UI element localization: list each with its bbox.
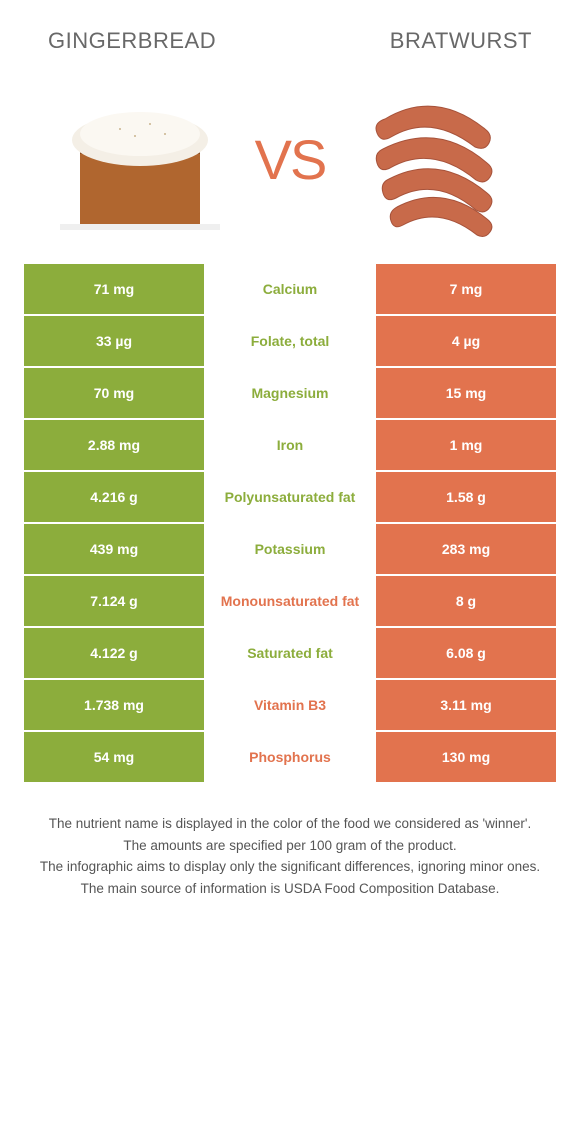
- value-right: 15 mg: [376, 368, 556, 418]
- food-title-left: GINGERBREAD: [48, 28, 216, 54]
- value-left: 7.124 g: [24, 576, 204, 626]
- footnote-line: The infographic aims to display only the…: [20, 857, 560, 877]
- nutrient-label: Polyunsaturated fat: [204, 472, 376, 522]
- value-left: 71 mg: [24, 264, 204, 314]
- food-image-left: [40, 74, 240, 244]
- header: GINGERBREAD BRATWURST: [0, 0, 580, 64]
- food-title-right: BRATWURST: [390, 28, 532, 54]
- nutrient-label: Phosphorus: [204, 732, 376, 782]
- table-row: 54 mgPhosphorus130 mg: [24, 732, 556, 782]
- table-row: 33 µgFolate, total4 µg: [24, 316, 556, 366]
- table-row: 4.122 gSaturated fat6.08 g: [24, 628, 556, 678]
- value-left: 2.88 mg: [24, 420, 204, 470]
- footnotes: The nutrient name is displayed in the co…: [0, 784, 580, 898]
- value-left: 54 mg: [24, 732, 204, 782]
- nutrient-label: Iron: [204, 420, 376, 470]
- value-left: 439 mg: [24, 524, 204, 574]
- value-left: 1.738 mg: [24, 680, 204, 730]
- value-right: 1.58 g: [376, 472, 556, 522]
- value-right: 7 mg: [376, 264, 556, 314]
- value-right: 8 g: [376, 576, 556, 626]
- hero-row: VS: [0, 64, 580, 264]
- nutrient-label: Magnesium: [204, 368, 376, 418]
- value-left: 70 mg: [24, 368, 204, 418]
- value-right: 1 mg: [376, 420, 556, 470]
- value-right: 283 mg: [376, 524, 556, 574]
- table-row: 7.124 gMonounsaturated fat8 g: [24, 576, 556, 626]
- table-row: 439 mgPotassium283 mg: [24, 524, 556, 574]
- table-row: 71 mgCalcium7 mg: [24, 264, 556, 314]
- table-row: 70 mgMagnesium15 mg: [24, 368, 556, 418]
- value-left: 4.122 g: [24, 628, 204, 678]
- footnote-line: The main source of information is USDA F…: [20, 879, 560, 899]
- nutrient-label: Folate, total: [204, 316, 376, 366]
- value-right: 3.11 mg: [376, 680, 556, 730]
- table-row: 2.88 mgIron1 mg: [24, 420, 556, 470]
- food-image-right: [340, 74, 540, 244]
- nutrient-label: Potassium: [204, 524, 376, 574]
- value-right: 4 µg: [376, 316, 556, 366]
- nutrient-label: Vitamin B3: [204, 680, 376, 730]
- nutrient-label: Monounsaturated fat: [204, 576, 376, 626]
- table-row: 4.216 gPolyunsaturated fat1.58 g: [24, 472, 556, 522]
- value-right: 130 mg: [376, 732, 556, 782]
- value-left: 4.216 g: [24, 472, 204, 522]
- nutrient-table: 71 mgCalcium7 mg33 µgFolate, total4 µg70…: [0, 264, 580, 782]
- nutrient-label: Saturated fat: [204, 628, 376, 678]
- footnote-line: The amounts are specified per 100 gram o…: [20, 836, 560, 856]
- value-left: 33 µg: [24, 316, 204, 366]
- table-row: 1.738 mgVitamin B33.11 mg: [24, 680, 556, 730]
- nutrient-label: Calcium: [204, 264, 376, 314]
- footnote-line: The nutrient name is displayed in the co…: [20, 814, 560, 834]
- value-right: 6.08 g: [376, 628, 556, 678]
- vs-label: VS: [255, 127, 326, 192]
